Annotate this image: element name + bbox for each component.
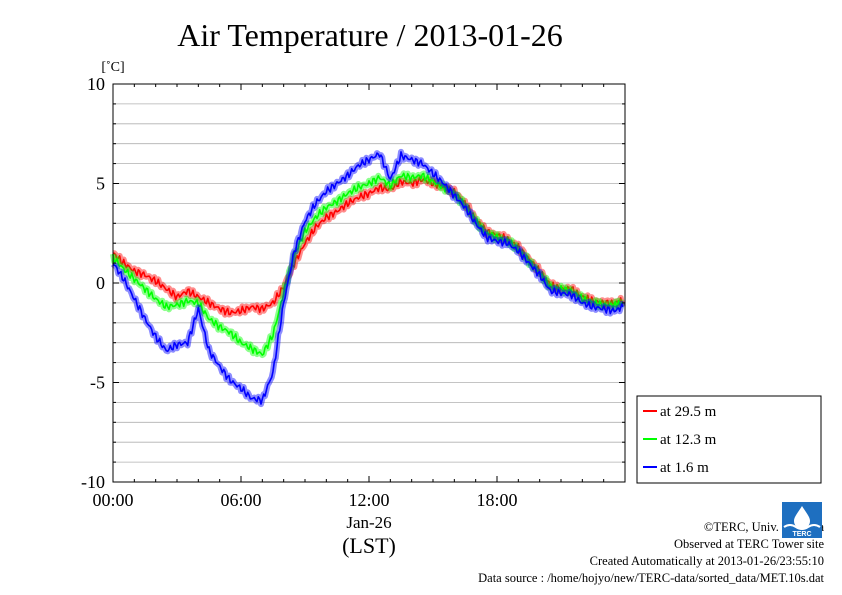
y-tick-label: -5 (90, 373, 105, 393)
data-source-text: Data source : /home/hojyo/new/TERC-data/… (478, 571, 824, 585)
x-axis-label: (LST) (342, 533, 396, 558)
y-tick-label: -10 (81, 472, 105, 492)
legend: at 29.5 m at 12.3 m at 1.6 m (636, 395, 822, 484)
x-tick-label: 12:00 (348, 490, 389, 510)
series-line-2 (112, 172, 624, 356)
series-line-3 (112, 151, 624, 405)
logo-text: TERC (792, 531, 811, 538)
legend-label: at 29.5 m (660, 404, 717, 420)
x-tick-label: 18:00 (476, 490, 517, 510)
site-text: Observed at TERC Tower site (673, 537, 824, 551)
y-tick-label: 10 (87, 74, 105, 94)
legend-label: at 12.3 m (660, 432, 717, 448)
series-line-1 (112, 176, 624, 316)
legend-label: at 1.6 m (660, 460, 709, 476)
series-halo-2 (110, 170, 625, 359)
x-tick-label: 06:00 (220, 490, 261, 510)
x-date-label: Jan-26 (346, 513, 391, 532)
y-tick-label: 0 (96, 273, 105, 293)
terc-logo: TERC (782, 502, 822, 538)
grid-lines (113, 103, 625, 463)
y-tick-label: 5 (96, 174, 105, 194)
legend-box (636, 395, 822, 484)
x-tick-label: 00:00 (92, 490, 133, 510)
y-unit-label: [˚C] (101, 60, 124, 75)
chart-title: Air Temperature / 2013-01-26 (177, 17, 563, 53)
created-text: Created Automatically at 2013-01-26/23:5… (589, 554, 824, 568)
series-lines (110, 148, 626, 408)
